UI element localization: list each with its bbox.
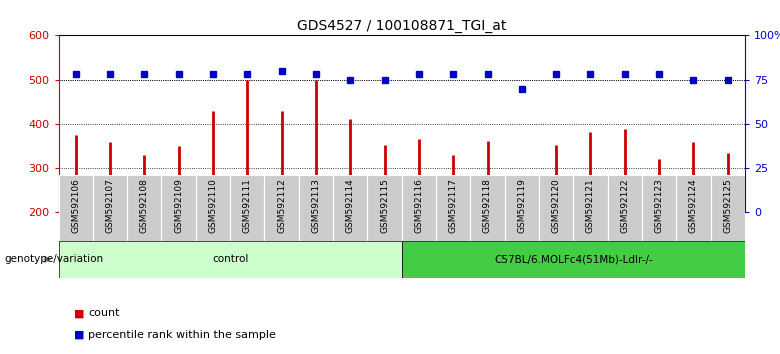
FancyBboxPatch shape [402,241,745,278]
Text: GSM592111: GSM592111 [243,178,252,233]
Text: genotype/variation: genotype/variation [4,254,103,264]
Text: GSM592123: GSM592123 [654,178,664,233]
FancyBboxPatch shape [58,175,93,241]
FancyBboxPatch shape [127,175,161,241]
Text: GSM592113: GSM592113 [311,178,321,233]
FancyBboxPatch shape [642,175,676,241]
FancyBboxPatch shape [505,175,539,241]
FancyBboxPatch shape [676,175,711,241]
Text: GSM592109: GSM592109 [174,178,183,233]
FancyBboxPatch shape [264,175,299,241]
Text: GSM592112: GSM592112 [277,178,286,233]
Text: GSM592110: GSM592110 [208,178,218,233]
Text: ■: ■ [74,308,84,318]
Text: count: count [88,308,119,318]
FancyBboxPatch shape [539,175,573,241]
FancyBboxPatch shape [367,175,402,241]
Text: GSM592115: GSM592115 [380,178,389,233]
Text: GSM592107: GSM592107 [105,178,115,233]
Text: GSM592125: GSM592125 [723,178,732,233]
FancyBboxPatch shape [573,175,608,241]
Text: GSM592117: GSM592117 [448,178,458,233]
FancyBboxPatch shape [608,175,642,241]
FancyBboxPatch shape [436,175,470,241]
FancyBboxPatch shape [58,241,402,278]
Text: GSM592122: GSM592122 [620,178,629,233]
FancyBboxPatch shape [93,175,127,241]
FancyBboxPatch shape [711,175,745,241]
Text: percentile rank within the sample: percentile rank within the sample [88,330,276,339]
FancyBboxPatch shape [299,175,333,241]
FancyBboxPatch shape [230,175,264,241]
Text: GSM592116: GSM592116 [414,178,424,233]
Text: GSM592106: GSM592106 [71,178,80,233]
Title: GDS4527 / 100108871_TGI_at: GDS4527 / 100108871_TGI_at [297,19,506,33]
FancyBboxPatch shape [402,175,436,241]
Text: GSM592108: GSM592108 [140,178,149,233]
Text: C57BL/6.MOLFc4(51Mb)-Ldlr-/-: C57BL/6.MOLFc4(51Mb)-Ldlr-/- [494,254,653,264]
Text: GSM592120: GSM592120 [551,178,561,233]
FancyBboxPatch shape [196,175,230,241]
Text: GSM592114: GSM592114 [346,178,355,233]
Text: ■: ■ [74,330,84,339]
Text: GSM592124: GSM592124 [689,178,698,233]
Text: GSM592119: GSM592119 [517,178,526,233]
FancyBboxPatch shape [333,175,367,241]
Text: control: control [212,254,248,264]
Text: GSM592118: GSM592118 [483,178,492,233]
FancyBboxPatch shape [161,175,196,241]
FancyBboxPatch shape [470,175,505,241]
Text: GSM592121: GSM592121 [586,178,595,233]
